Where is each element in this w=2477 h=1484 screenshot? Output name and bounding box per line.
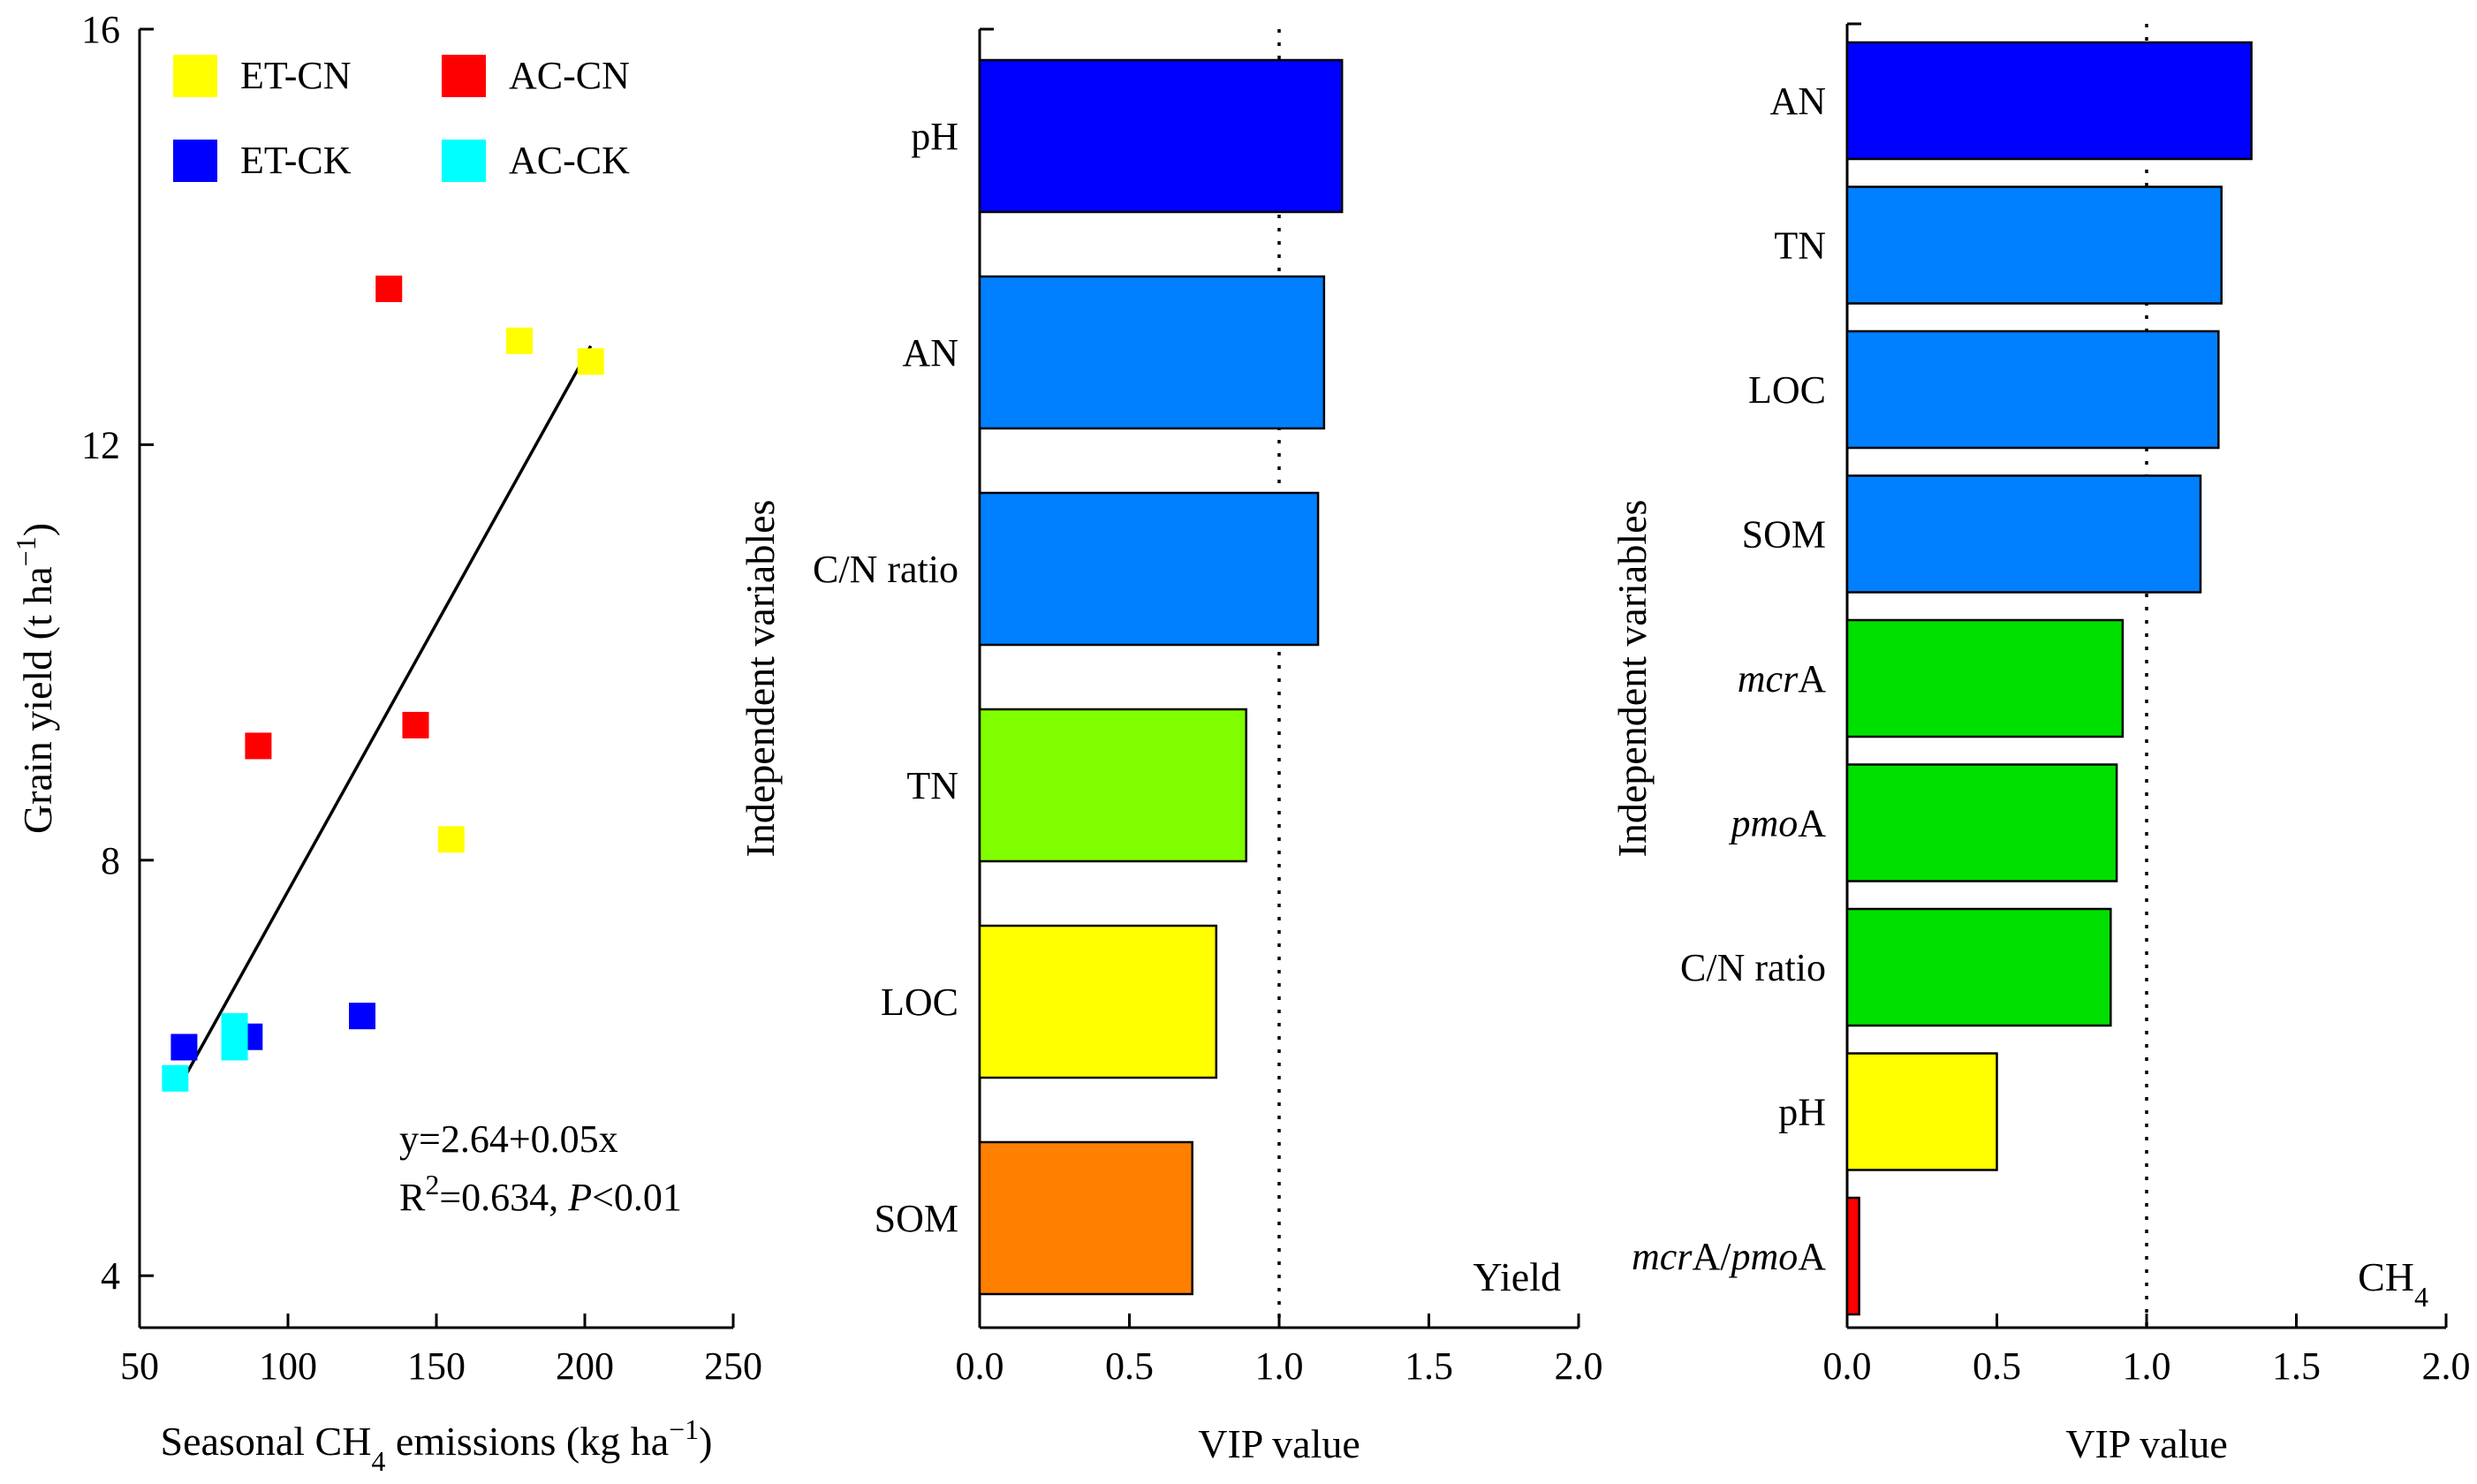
- scatter-point: [349, 1003, 375, 1030]
- y-axis-label: Independent variables: [738, 500, 783, 858]
- legend-swatch: [173, 55, 217, 97]
- x-tick-label: 2.0: [2422, 1344, 2471, 1388]
- y-axis-label: Independent variables: [1610, 500, 1655, 858]
- category-label: SOM: [1742, 513, 1826, 556]
- scatter-panel: 4 8 12 16 50 100 150 200 250 Seasonal CH4 emissio…: [10, 8, 762, 1477]
- bar: [978, 275, 1326, 430]
- legend-swatch: [442, 140, 486, 182]
- x-tick-label: 150: [407, 1344, 466, 1388]
- x-tick-label: 100: [259, 1344, 317, 1388]
- legend-label: ET-CN: [240, 54, 352, 97]
- bar: [1845, 474, 2202, 594]
- scatter-point: [402, 711, 429, 738]
- legend-label: ET-CK: [240, 139, 352, 182]
- x-tick-label: 1.0: [1255, 1344, 1304, 1388]
- legend-label: AC-CK: [509, 139, 630, 182]
- bar: [1845, 763, 2118, 882]
- category-label: LOC: [881, 980, 958, 1024]
- x-axis-label: VIP value: [1198, 1421, 1360, 1466]
- x-tick-label: 1.5: [2272, 1344, 2321, 1388]
- bar: [1845, 41, 2253, 161]
- bar: [1845, 1196, 1860, 1316]
- y-tick-label: 8: [101, 839, 120, 882]
- scatter-point: [221, 1034, 248, 1061]
- ch4-vip-panel: AN TN LOC SOM mcrA pmoA C/N ratio pH mcrA/pmoA 0.…: [1610, 22, 2471, 1466]
- x-axis-label: Seasonal CH4 emissions (kg ha−1): [161, 1413, 713, 1477]
- category-label: LOC: [1748, 368, 1826, 412]
- category-label: AN: [1769, 80, 1826, 123]
- y-tick-label: 16: [81, 8, 120, 51]
- legend-label: AC-CN: [509, 54, 630, 97]
- bar: [978, 708, 1247, 863]
- category-label: TN: [1774, 224, 1826, 268]
- x-tick-label: 0.5: [1105, 1344, 1154, 1388]
- category-label: mcrA: [1738, 657, 1826, 700]
- scatter-point: [506, 327, 534, 354]
- fit-equation: y=2.64+0.05x: [399, 1117, 618, 1161]
- category-label: SOM: [875, 1197, 958, 1240]
- yield-vip-panel: pH AN C/N ratio TN LOC SOM 0.0 0.5 1.0 1.5 2.0 VIP …: [738, 27, 1603, 1466]
- scatter-point: [170, 1034, 198, 1061]
- y-tick-label: 12: [81, 423, 120, 466]
- y-tick-label: 4: [101, 1254, 120, 1298]
- category-label: TN: [906, 764, 958, 807]
- scatter-point: [245, 732, 272, 760]
- category-label: pH: [911, 115, 958, 158]
- legend-swatch: [173, 140, 217, 182]
- regression-line: [179, 344, 593, 1085]
- bar: [1845, 618, 2125, 738]
- bar: [1845, 1052, 1998, 1171]
- x-tick-label: 2.0: [1555, 1344, 1603, 1388]
- category-label: pH: [1778, 1091, 1826, 1134]
- x-tick-label: 200: [556, 1344, 614, 1388]
- bar: [1845, 907, 2112, 1027]
- x-tick-label: 1.5: [1405, 1344, 1453, 1388]
- bar: [978, 1140, 1193, 1296]
- legend-swatch: [442, 55, 486, 97]
- scatter-point: [375, 276, 403, 302]
- x-tick-label: 50: [120, 1344, 159, 1388]
- panel-corner-label: CH4: [2358, 1254, 2428, 1313]
- panel-corner-label: Yield: [1473, 1254, 1561, 1299]
- y-axis-label: Grain yield (t ha−1): [10, 523, 60, 834]
- x-tick-label: 1.0: [2123, 1344, 2171, 1388]
- scatter-point: [577, 348, 604, 375]
- scatter-point: [162, 1064, 189, 1092]
- category-label: AN: [902, 331, 958, 375]
- category-label: mcrA/pmoA: [1632, 1235, 1826, 1278]
- bar: [978, 924, 1218, 1079]
- bar: [1845, 186, 2223, 305]
- x-tick-label: 0.0: [1823, 1344, 1872, 1388]
- x-tick-label: 0.5: [1973, 1344, 2021, 1388]
- category-label: pmoA: [1728, 802, 1826, 845]
- category-label: C/N ratio: [813, 548, 958, 591]
- x-tick-label: 0.0: [956, 1344, 1004, 1388]
- fit-statistics: R2=0.634, P<0.01: [399, 1169, 682, 1219]
- x-axis-label: VIP value: [2065, 1421, 2228, 1466]
- bar: [978, 491, 1320, 647]
- x-tick-label: 250: [704, 1344, 762, 1388]
- category-label: C/N ratio: [1680, 946, 1826, 989]
- scatter-point: [437, 826, 465, 853]
- bar: [1845, 329, 2220, 450]
- bar: [978, 58, 1344, 214]
